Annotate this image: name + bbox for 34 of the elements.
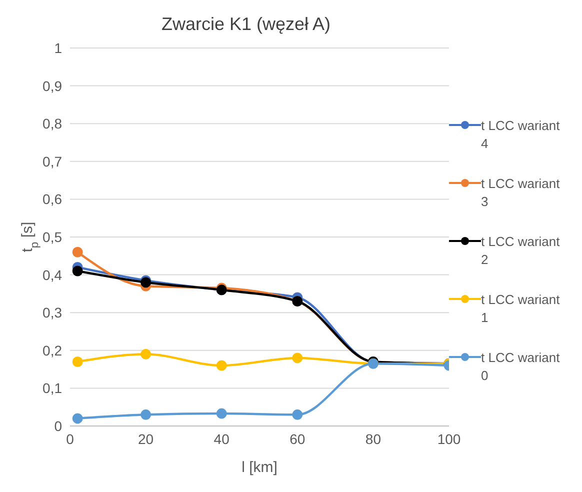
legend-label: t LCC wariant 4 <box>481 117 561 153</box>
y-tick-label: 0 <box>54 418 62 434</box>
x-tick-label: 100 <box>437 430 461 447</box>
legend-label: t LCC wariant 2 <box>481 233 561 269</box>
point <box>216 360 227 371</box>
x-tick-label: 20 <box>138 430 154 447</box>
point <box>292 409 303 420</box>
point <box>72 266 83 276</box>
y-tick-label: 0,6 <box>42 191 62 208</box>
y-tick-label: 0,4 <box>42 266 62 283</box>
point <box>292 352 303 364</box>
x-tick-label: 0 <box>66 430 74 447</box>
legend-label: t LCC wariant 3 <box>481 175 561 211</box>
y-tick-label: 0,8 <box>42 116 62 132</box>
legend-label: t LCC wariant 1 <box>481 291 561 327</box>
point <box>140 409 152 420</box>
x-tick-label: 80 <box>365 430 382 447</box>
y-tick-label: 0,9 <box>42 78 62 94</box>
y-tick-label: 0,3 <box>42 304 62 321</box>
x-tick-label: 60 <box>290 430 306 447</box>
y-tick-label: 1 <box>54 40 62 56</box>
y-tick-label: 0,7 <box>42 153 62 170</box>
x-axis-title: l [km] <box>242 459 278 476</box>
x-tick-label: 40 <box>214 430 230 447</box>
point <box>72 413 83 424</box>
legend-label: t LCC wariant 0 <box>481 349 561 385</box>
point <box>72 246 83 258</box>
point <box>216 408 227 419</box>
chart-title: Zwarcie K1 (węzeł A) <box>160 13 332 36</box>
point <box>140 348 152 360</box>
y-tick-label: 0,1 <box>42 380 62 396</box>
y-tick-label: 0,5 <box>42 228 62 245</box>
point <box>72 356 83 367</box>
y-tick-label: 0,2 <box>42 342 62 358</box>
